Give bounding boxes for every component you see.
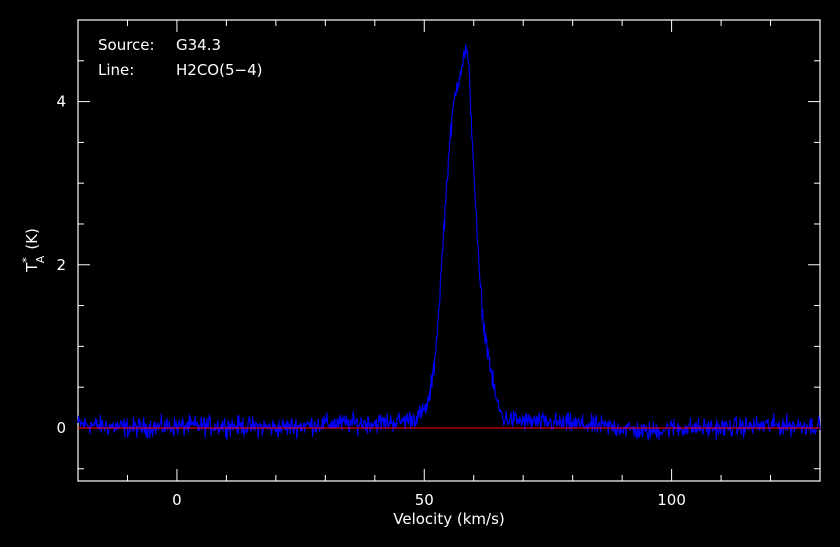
x-tick-label: 100: [657, 491, 686, 509]
y-tick-label: 4: [56, 93, 66, 111]
annotation-line-value: H2CO(5−4): [176, 61, 262, 79]
plot-frame: [77, 19, 821, 482]
svg-text:T*A(K): T*A (K): [20, 228, 47, 273]
spectrum-line: [77, 44, 821, 441]
axis-ticks: 0 50 100 0 2 4: [56, 20, 821, 509]
y-tick-label: 0: [56, 419, 66, 437]
y-axis-label-sub: A: [34, 255, 47, 263]
y-tick-label: 2: [56, 256, 66, 274]
series-layer: [77, 44, 821, 441]
y-axis-label: T*A (K): [20, 228, 47, 273]
x-axis-label: Velocity (km/s): [393, 510, 504, 528]
y-axis-label-unit: (K): [23, 228, 41, 250]
y-axis-label-main: T: [23, 262, 41, 273]
annotation-line-key: Line:: [98, 61, 134, 79]
annotation-source-value: G34.3: [176, 36, 221, 54]
x-tick-label: 0: [172, 491, 182, 509]
y-axis-label-sup: *: [20, 257, 33, 263]
annotation-source-key: Source:: [98, 36, 155, 54]
x-tick-label: 50: [415, 491, 434, 509]
